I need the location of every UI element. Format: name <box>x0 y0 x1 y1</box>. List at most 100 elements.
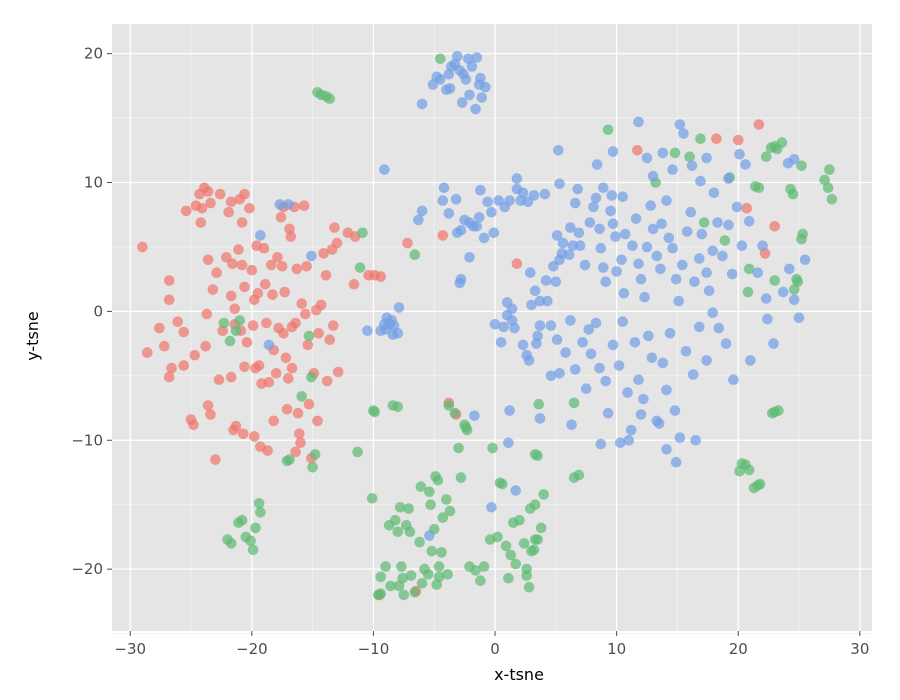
data-point <box>247 320 259 331</box>
data-point <box>701 355 712 366</box>
data-point <box>538 489 549 500</box>
data-point <box>255 507 266 518</box>
data-point <box>475 72 486 84</box>
data-point <box>236 514 248 526</box>
data-point <box>696 228 708 240</box>
data-point <box>510 558 521 570</box>
data-point <box>708 187 720 199</box>
data-point <box>680 346 692 357</box>
data-point <box>454 277 466 289</box>
data-point <box>324 93 336 104</box>
data-point <box>478 232 490 244</box>
data-point <box>207 284 219 295</box>
data-point <box>523 581 535 593</box>
data-point <box>405 570 417 581</box>
data-point <box>272 251 283 263</box>
data-point <box>390 514 401 526</box>
data-point <box>285 231 297 242</box>
data-point <box>225 538 237 549</box>
x-tick-label: 20 <box>729 640 748 658</box>
data-point <box>172 316 183 328</box>
data-point <box>545 320 557 331</box>
x-tick-label: −30 <box>114 640 146 658</box>
data-point <box>583 324 594 335</box>
data-point <box>796 233 807 245</box>
data-point <box>687 369 699 380</box>
data-point <box>292 407 304 419</box>
data-point <box>166 362 177 374</box>
data-point <box>647 223 659 235</box>
data-point <box>471 52 483 63</box>
data-point <box>757 240 768 251</box>
data-point <box>646 352 658 364</box>
data-point <box>302 339 314 351</box>
data-point <box>784 263 795 275</box>
data-point <box>279 286 291 298</box>
data-point <box>487 442 498 454</box>
data-point <box>670 456 682 468</box>
data-point <box>195 217 207 228</box>
data-point <box>629 337 641 348</box>
data-point <box>788 284 800 295</box>
data-point <box>550 276 562 288</box>
data-point <box>824 164 835 175</box>
data-point <box>312 415 323 427</box>
data-point <box>678 128 689 139</box>
data-point <box>225 371 237 383</box>
data-point <box>460 422 472 433</box>
x-tick-label: 30 <box>850 640 869 658</box>
data-point <box>510 485 521 496</box>
data-point <box>743 263 755 275</box>
data-point <box>743 215 755 227</box>
data-point <box>777 286 789 298</box>
data-point <box>436 547 447 558</box>
data-point <box>178 326 189 338</box>
data-point <box>826 194 838 205</box>
data-point <box>233 244 244 255</box>
data-point <box>504 195 515 206</box>
data-point <box>449 58 461 70</box>
data-point <box>554 368 565 379</box>
data-point <box>409 587 421 598</box>
data-point <box>469 410 480 422</box>
data-point <box>332 366 344 378</box>
data-point <box>455 224 467 236</box>
data-point <box>566 419 577 431</box>
data-point <box>214 188 226 200</box>
data-point <box>653 418 665 429</box>
data-point <box>554 178 565 190</box>
data-point <box>822 182 834 193</box>
data-point <box>270 368 282 379</box>
data-point <box>331 237 343 249</box>
y-tick-label: 10 <box>84 174 103 192</box>
data-point <box>437 230 449 241</box>
data-point <box>651 250 663 262</box>
data-point <box>667 242 678 254</box>
data-point <box>403 503 415 514</box>
data-point <box>205 197 216 209</box>
data-point <box>438 182 450 193</box>
data-point <box>638 393 649 405</box>
data-point <box>500 540 512 552</box>
data-point <box>253 498 265 509</box>
data-point <box>594 223 605 235</box>
data-point <box>617 316 628 328</box>
data-point <box>760 293 772 304</box>
data-point <box>280 352 292 364</box>
data-point <box>275 212 287 223</box>
data-point <box>437 195 449 206</box>
data-point <box>284 454 295 465</box>
data-point <box>464 251 475 263</box>
data-point <box>690 435 701 446</box>
data-point <box>441 494 452 505</box>
data-point <box>525 267 536 279</box>
data-point <box>534 320 546 331</box>
data-point <box>602 124 614 135</box>
data-point <box>309 449 321 460</box>
data-point <box>625 424 637 436</box>
data-point <box>307 462 318 473</box>
data-point <box>294 428 305 440</box>
data-point <box>540 275 552 286</box>
data-point <box>211 267 222 279</box>
x-axis-title: x-tsne <box>494 665 544 684</box>
